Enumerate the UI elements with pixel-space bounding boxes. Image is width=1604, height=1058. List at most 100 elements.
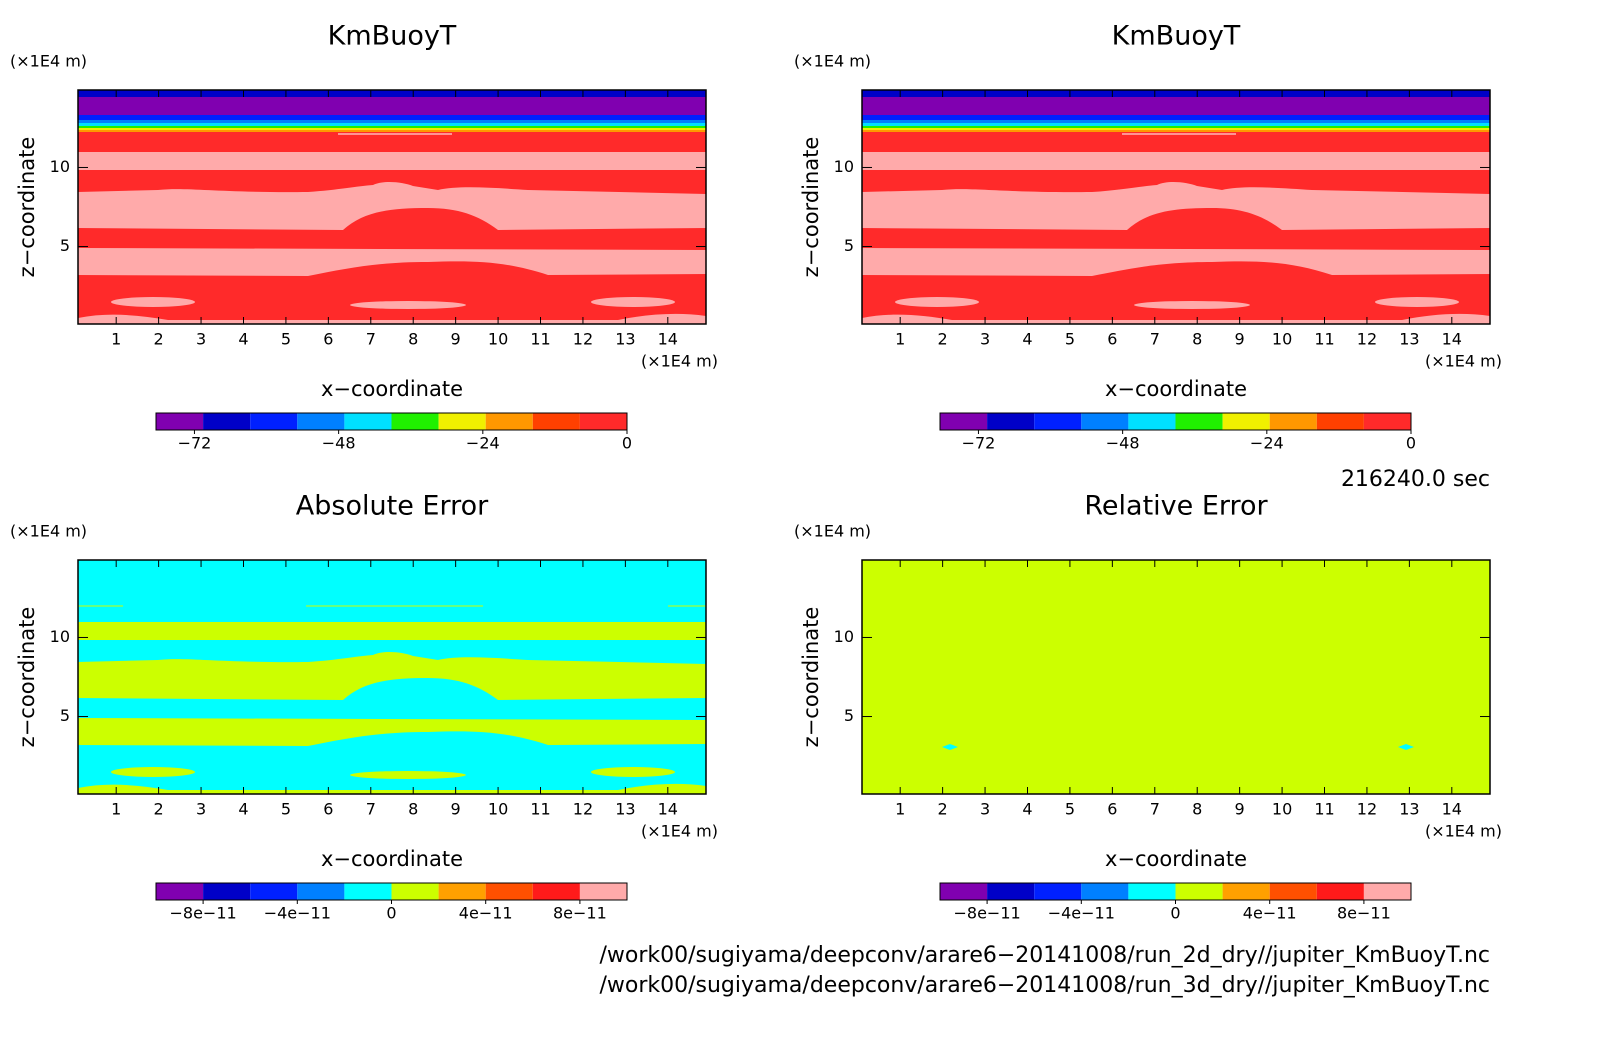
colorbar-tick-label: 4e−11 (459, 904, 513, 923)
y-tick-label: 5 (844, 706, 854, 725)
colorbar-segment (438, 883, 486, 900)
colorbar-segment (391, 883, 439, 900)
colorbar-tick-label: 8e−11 (1337, 904, 1391, 923)
x-tick-label: 13 (615, 800, 635, 819)
x-tick-label: 3 (196, 330, 206, 349)
plot-title: KmBuoyT (1112, 21, 1241, 52)
x-tick-label: 12 (573, 330, 593, 349)
x-tick-label: 8 (1192, 800, 1202, 819)
y-tick-label: 10 (50, 627, 70, 646)
colorbar-segment (1081, 883, 1129, 900)
colorbar-segment (391, 413, 439, 430)
colorbar-tick-label: −8e−11 (169, 904, 236, 923)
file-path: /work00/sugiyama/deepconv/arare6−2014100… (599, 973, 1490, 998)
x-tick-label: 3 (980, 800, 990, 819)
colorbar-segment (1269, 883, 1317, 900)
colorbar-frame (155, 412, 628, 431)
contour-field (78, 90, 706, 324)
colorbar-segment (579, 883, 627, 900)
x-tick-label: 2 (154, 800, 164, 819)
plot-title: Relative Error (1084, 491, 1268, 522)
x-tick-label: 12 (1357, 330, 1377, 349)
y-unit: (×1E4 m) (10, 522, 87, 541)
colorbar-segment (987, 413, 1035, 430)
colorbar-frame (939, 412, 1412, 431)
colorbar-segment (532, 883, 580, 900)
colorbar-tick-label: −4e−11 (1048, 904, 1115, 923)
colorbar-segment (156, 883, 204, 900)
plot-title: Absolute Error (296, 491, 489, 522)
y-unit: (×1E4 m) (794, 522, 871, 541)
x-tick-label: 11 (1314, 330, 1334, 349)
x-tick-label: 4 (1022, 800, 1032, 819)
contour-field (862, 560, 1490, 794)
colorbar-segment (940, 883, 988, 900)
colorbar-segment (1034, 883, 1082, 900)
colorbar-segment (203, 413, 251, 430)
file-path: /work00/sugiyama/deepconv/arare6−2014100… (599, 943, 1490, 968)
x-tick-label: 7 (366, 800, 376, 819)
x-tick-label: 2 (154, 330, 164, 349)
colorbar-tick-label: −4e−11 (264, 904, 331, 923)
colorbar-tick-label: 8e−11 (553, 904, 607, 923)
x-tick-label: 9 (451, 800, 461, 819)
x-tick-label: 7 (1150, 800, 1160, 819)
x-axis-label: x−coordinate (1105, 847, 1247, 871)
x-tick-label: 8 (408, 800, 418, 819)
x-tick-label: 5 (1065, 800, 1075, 819)
colorbar-segment (485, 413, 533, 430)
colorbar-segment (1316, 413, 1364, 430)
colorbar-segment (297, 883, 345, 900)
colorbar-tick-label: −72 (178, 434, 212, 453)
colorbar-segment (1081, 413, 1129, 430)
y-tick-label: 10 (50, 157, 70, 176)
colorbar-tick-label: −24 (466, 434, 500, 453)
x-tick-label: 13 (615, 330, 635, 349)
colorbar-segment (1175, 883, 1223, 900)
x-tick-label: 1 (111, 800, 121, 819)
colorbar-segment (1034, 413, 1082, 430)
x-tick-label: 5 (281, 330, 291, 349)
colorbar-segment (940, 413, 988, 430)
x-tick-label: 10 (1272, 800, 1292, 819)
y-unit: (×1E4 m) (794, 52, 871, 71)
x-tick-label: 11 (530, 330, 550, 349)
colorbar-tick-label: −48 (1106, 434, 1140, 453)
colorbar-segment (1175, 413, 1223, 430)
x-tick-label: 14 (1442, 800, 1462, 819)
colorbar-segment (297, 413, 345, 430)
y-axis-label: z−coordinate (799, 607, 823, 748)
x-tick-label: 5 (281, 800, 291, 819)
colorbar-tick-label: 4e−11 (1243, 904, 1297, 923)
x-tick-label: 3 (196, 800, 206, 819)
x-tick-label: 10 (488, 800, 508, 819)
y-unit: (×1E4 m) (10, 52, 87, 71)
colorbar-tick-label: 0 (1170, 904, 1180, 923)
x-unit: (×1E4 m) (1425, 352, 1502, 371)
x-tick-label: 2 (938, 800, 948, 819)
colorbar-segment (1363, 883, 1411, 900)
x-tick-label: 1 (895, 800, 905, 819)
colorbar-segment (156, 413, 204, 430)
colorbar-tick-label: 0 (386, 904, 396, 923)
x-unit: (×1E4 m) (1425, 822, 1502, 841)
x-tick-label: 9 (1235, 800, 1245, 819)
x-tick-label: 11 (530, 800, 550, 819)
contour-field (862, 90, 1490, 324)
x-tick-label: 8 (1192, 330, 1202, 349)
colorbar-segment (250, 883, 298, 900)
colorbar-tick-label: −72 (962, 434, 996, 453)
plot-frame (861, 559, 1491, 795)
colorbar-segment (1128, 883, 1176, 900)
x-tick-label: 1 (895, 330, 905, 349)
colorbar-segment (485, 883, 533, 900)
x-tick-label: 6 (323, 330, 333, 349)
colorbar-tick-label: −24 (1250, 434, 1284, 453)
y-tick-label: 10 (834, 157, 854, 176)
y-tick-label: 5 (844, 236, 854, 255)
x-tick-label: 2 (938, 330, 948, 349)
x-tick-label: 9 (1235, 330, 1245, 349)
x-tick-label: 10 (488, 330, 508, 349)
plot-frame (77, 89, 707, 325)
